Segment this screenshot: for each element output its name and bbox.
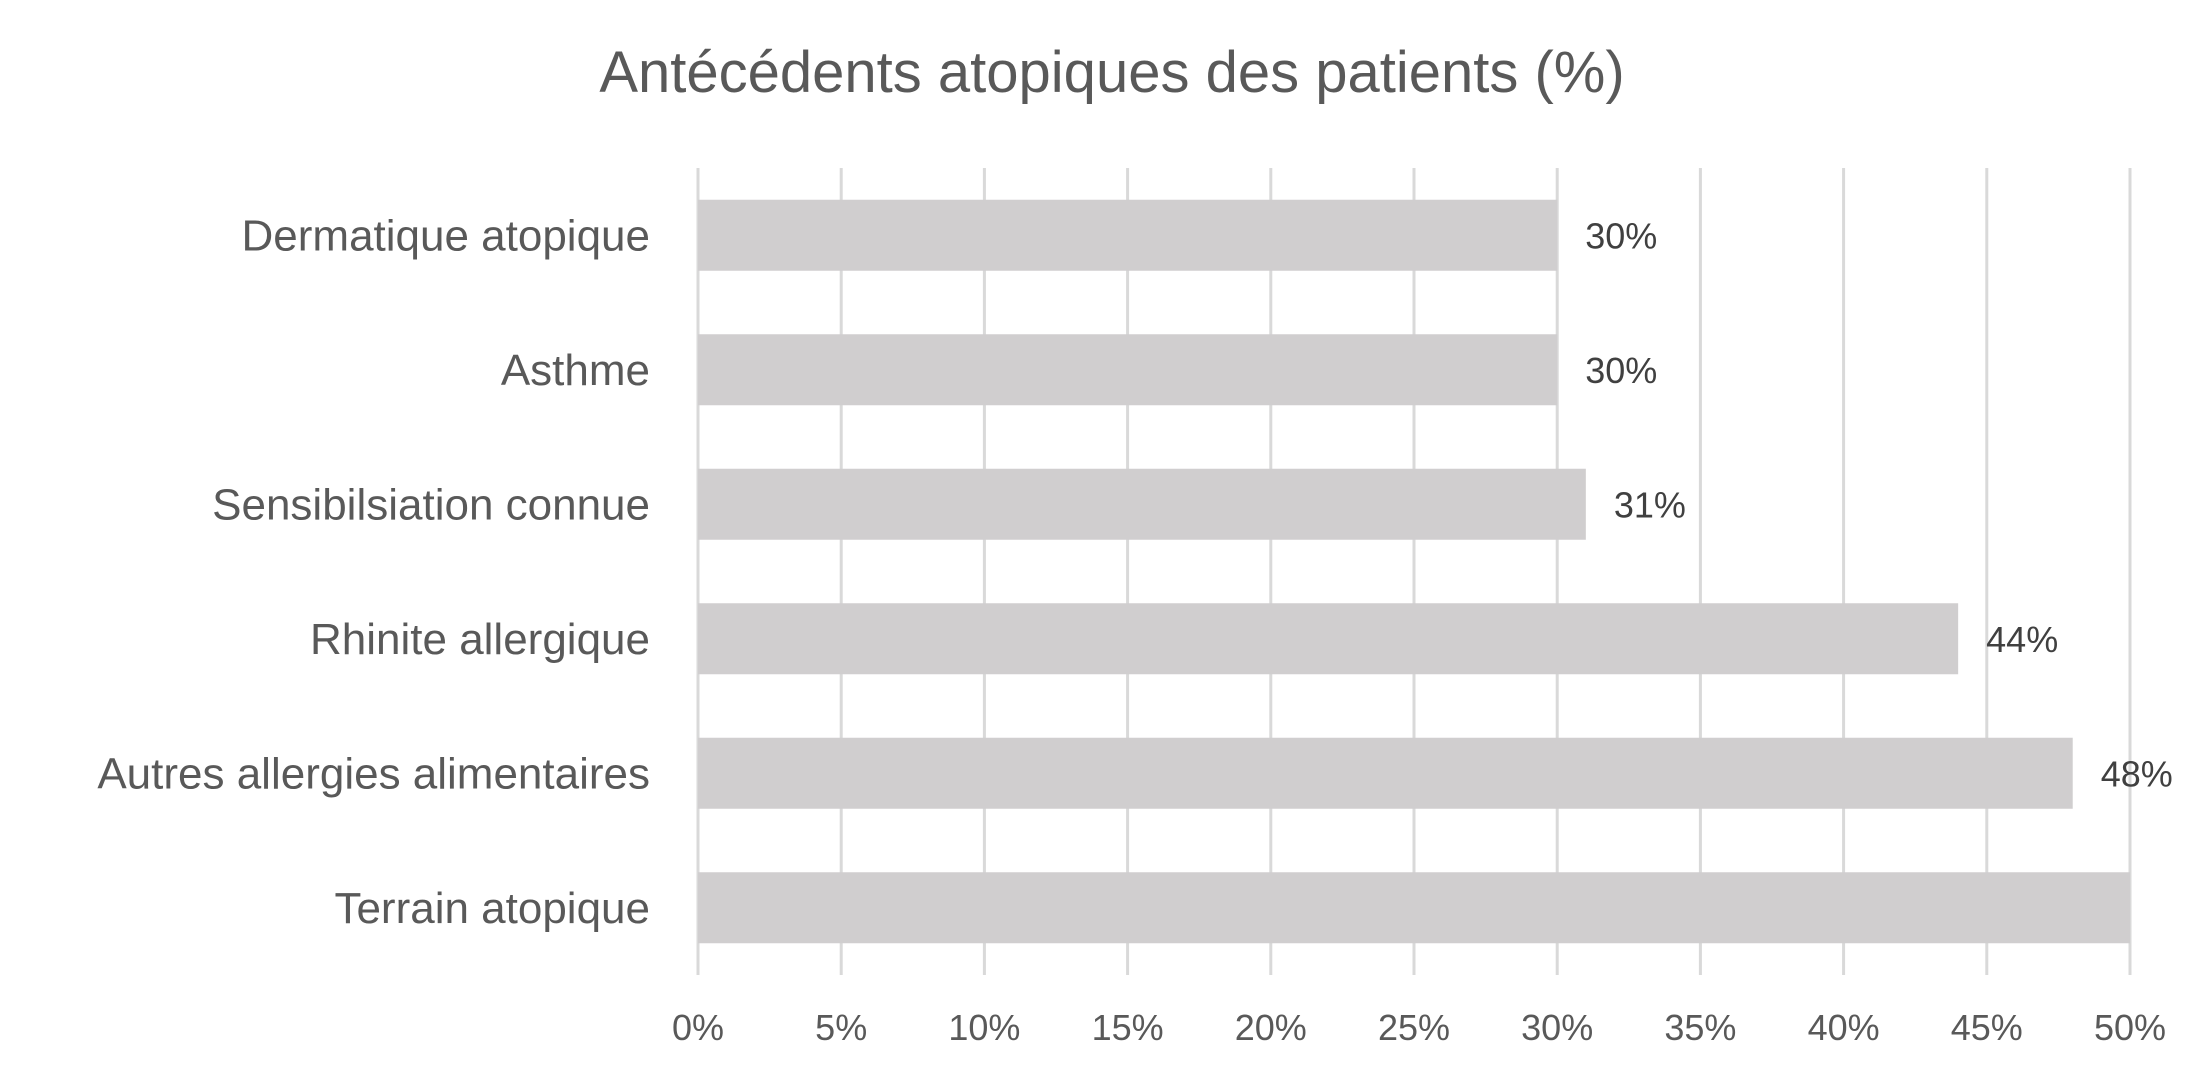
- data-label: 30%: [1585, 215, 1657, 256]
- data-label: 48%: [2101, 753, 2173, 794]
- x-tick-label: 40%: [1808, 1007, 1880, 1048]
- bar: [698, 199, 1558, 271]
- data-label: 31%: [1614, 484, 1686, 525]
- data-label: 44%: [1986, 619, 2058, 660]
- category-labels: Dermatique atopique Asthme Sensibilsiation…: [97, 211, 650, 933]
- bar: [698, 603, 1959, 675]
- category-label: Asthme: [501, 346, 650, 395]
- x-tick-label: 0%: [672, 1007, 724, 1048]
- x-tick-label: 30%: [1521, 1007, 1593, 1048]
- x-axis-tick-labels: 0% 5% 10% 15% 20% 25% 30% 35% 40% 45% 50%: [672, 1007, 2166, 1048]
- bars: [698, 199, 2130, 944]
- chart-title: Antécédents atopiques des patients (%): [599, 40, 1624, 105]
- x-tick-label: 20%: [1235, 1007, 1307, 1048]
- x-tick-label: 25%: [1378, 1007, 1450, 1048]
- x-tick-label: 10%: [948, 1007, 1020, 1048]
- category-label: Dermatique atopique: [242, 211, 650, 260]
- x-tick-label: 5%: [815, 1007, 867, 1048]
- bar: [698, 737, 2073, 809]
- gridlines: [696, 168, 2132, 975]
- category-label: Terrain atopique: [334, 884, 650, 933]
- data-labels: 30% 30% 31% 44% 48%: [1585, 215, 2173, 794]
- bar: [698, 872, 2130, 944]
- bar: [698, 468, 1586, 540]
- x-tick-label: 50%: [2094, 1007, 2166, 1048]
- category-label: Sensibilsiation connue: [212, 480, 650, 529]
- data-label: 30%: [1585, 350, 1657, 391]
- x-tick-label: 15%: [1092, 1007, 1164, 1048]
- category-label: Autres allergies alimentaires: [97, 749, 650, 798]
- bar: [698, 334, 1558, 406]
- category-label: Rhinite allergique: [310, 615, 650, 664]
- x-tick-label: 35%: [1664, 1007, 1736, 1048]
- x-tick-label: 45%: [1951, 1007, 2023, 1048]
